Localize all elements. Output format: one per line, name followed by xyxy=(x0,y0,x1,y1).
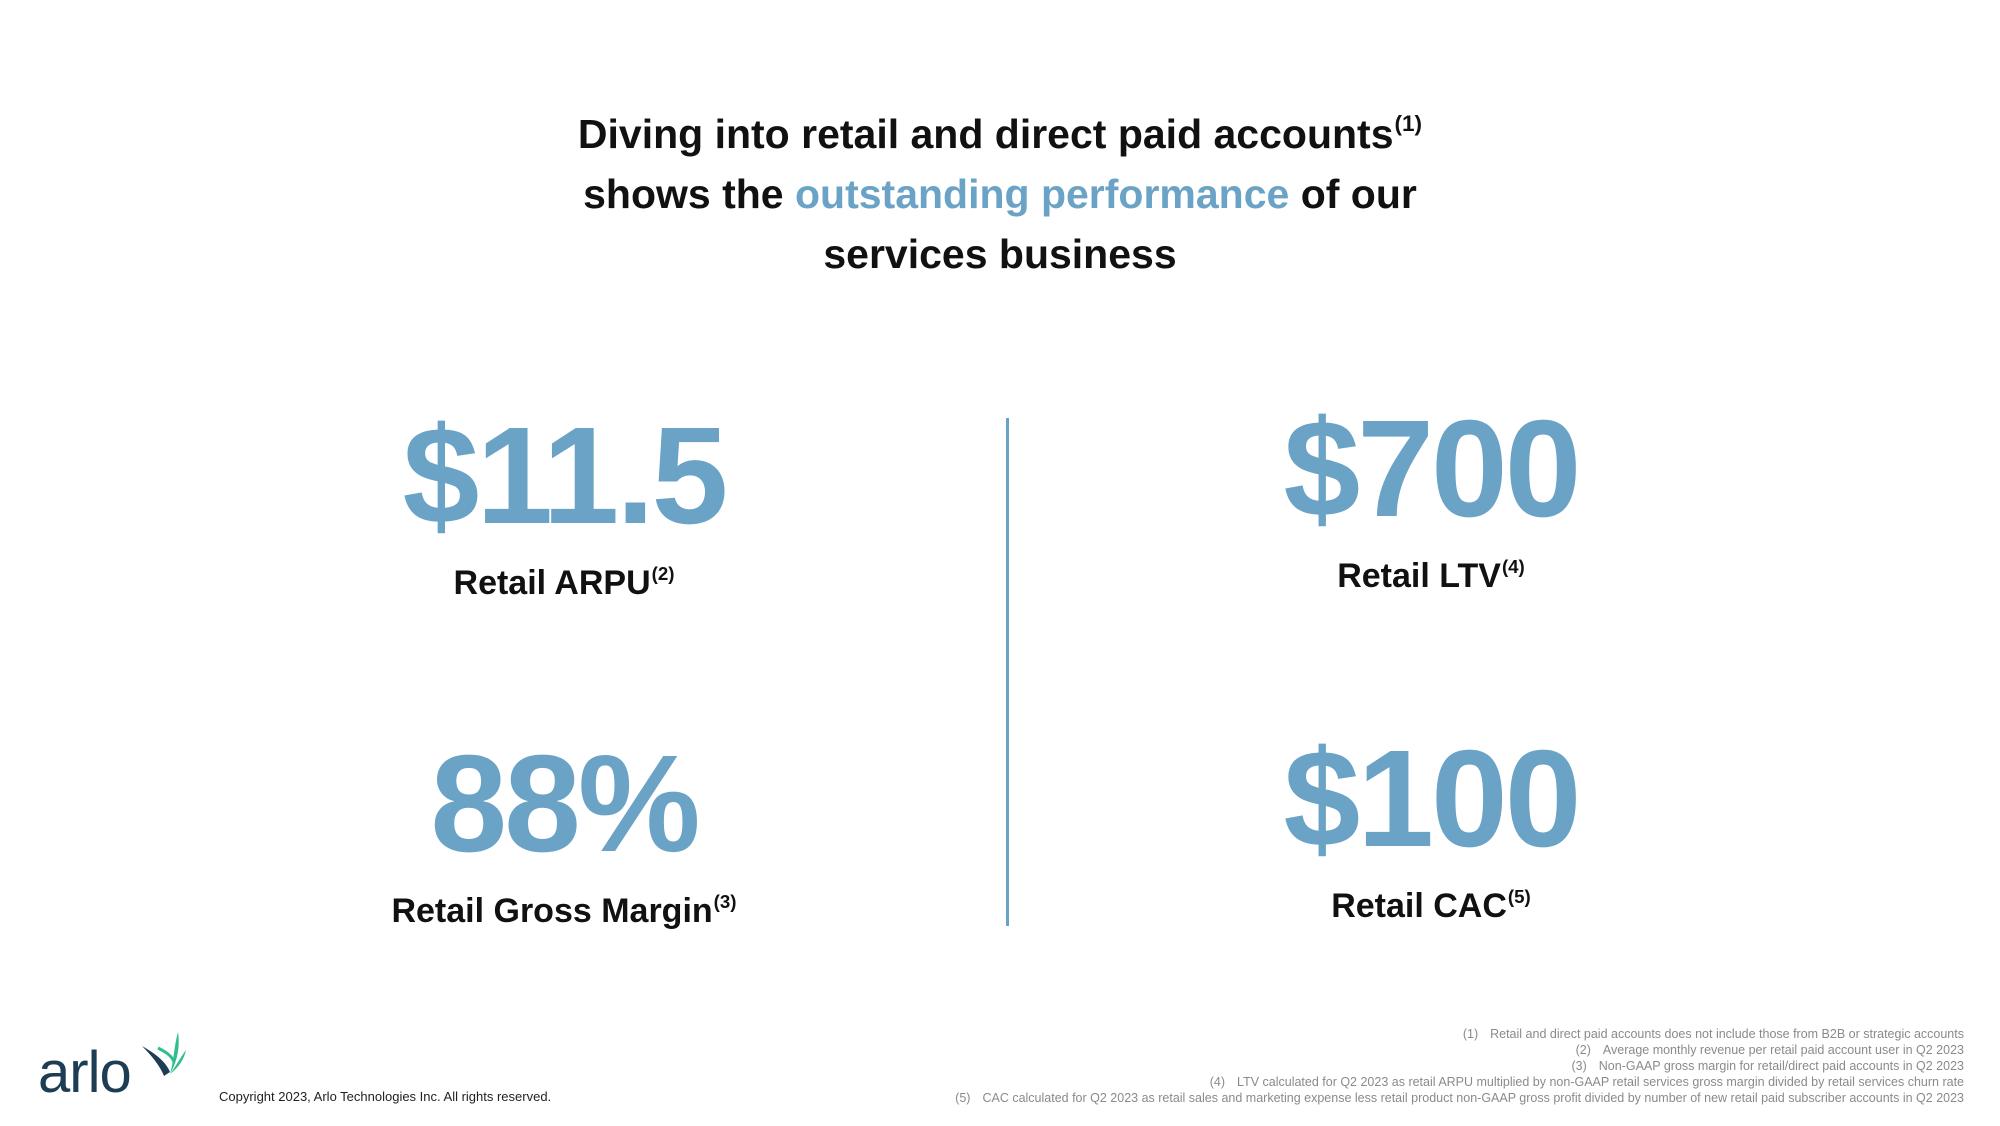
metric-retail-gross-margin: 88% Retail Gross Margin(3) xyxy=(214,735,914,931)
footnote-3: (3) Non-GAAP gross margin for retail/dire… xyxy=(955,1058,1964,1074)
metric-label-text: Retail CAC xyxy=(1331,887,1507,925)
footnote-5: (5) CAC calculated for Q2 2023 as retail … xyxy=(955,1090,1964,1106)
footnote-number: (3) xyxy=(1571,1059,1587,1073)
metric-label-text: Retail Gross Margin xyxy=(391,892,713,930)
footnote-text: Average monthly revenue per retail paid … xyxy=(1602,1043,1964,1057)
metric-label: Retail LTV(4) xyxy=(1081,556,1781,596)
footnote-text: LTV calculated for Q2 2023 as retail ARP… xyxy=(1237,1075,1964,1089)
metric-footnote-ref: (2) xyxy=(651,562,675,584)
logo-wordmark: arlo xyxy=(38,1040,131,1098)
footnote-text: Non-GAAP gross margin for retail/direct … xyxy=(1598,1059,1964,1073)
metric-footnote-ref: (3) xyxy=(713,890,737,912)
footnote-4: (4) LTV calculated for Q2 2023 as retail … xyxy=(955,1074,1964,1090)
metric-footnote-ref: (4) xyxy=(1501,555,1525,577)
footnote-number: (1) xyxy=(1462,1027,1479,1041)
metric-value: $700 xyxy=(1283,392,1582,546)
arlo-logo: arlo xyxy=(38,1028,198,1105)
footnote-number: (5) xyxy=(955,1091,971,1105)
metric-value: $11.5 xyxy=(402,399,729,553)
footnote-number: (4) xyxy=(1209,1075,1226,1089)
metric-label: Retail Gross Margin(3) xyxy=(214,891,914,931)
footnote-text: Retail and direct paid accounts does not… xyxy=(1490,1027,1964,1041)
copyright-text: Copyright 2023, Arlo Technologies Inc. A… xyxy=(219,1089,552,1104)
arlo-bird-logo-icon: arlo xyxy=(38,1032,186,1105)
headline-text-2a: shows the xyxy=(583,171,795,217)
metric-retail-ltv: $700 Retail LTV(4) xyxy=(1081,400,1781,596)
vertical-divider xyxy=(1006,418,1009,926)
metric-label: Retail CAC(5) xyxy=(1081,886,1781,926)
metric-label: Retail ARPU(2) xyxy=(214,563,914,603)
footnotes: (1) Retail and direct paid accounts does … xyxy=(955,1026,1964,1106)
footnote-text: CAC calculated for Q2 2023 as retail sal… xyxy=(982,1091,1964,1105)
footnote-1: (1) Retail and direct paid accounts does … xyxy=(955,1026,1964,1042)
metric-label-text: Retail LTV xyxy=(1337,557,1501,595)
metric-footnote-ref: (5) xyxy=(1507,885,1531,907)
headline-line-2: shows the outstanding performance of our xyxy=(0,164,2000,224)
headline-accent-text: outstanding performance xyxy=(795,171,1290,217)
metric-value: 88% xyxy=(430,727,700,881)
metric-label-text: Retail ARPU xyxy=(453,564,651,602)
footnote-number: (2) xyxy=(1575,1043,1591,1057)
headline-text-2b: of our xyxy=(1289,171,1417,217)
slide-headline: Diving into retail and direct paid accou… xyxy=(0,104,2000,284)
headline-footnote-ref: (1) xyxy=(1394,111,1423,137)
headline-line-1: Diving into retail and direct paid accou… xyxy=(0,104,2000,164)
headline-text-1: Diving into retail and direct paid accou… xyxy=(577,111,1394,157)
headline-line-3: services business xyxy=(823,231,1177,277)
metric-retail-cac: $100 Retail CAC(5) xyxy=(1081,730,1781,926)
footnote-2: (2) Average monthly revenue per retail pa… xyxy=(955,1042,1964,1058)
metric-retail-arpu: $11.5 Retail ARPU(2) xyxy=(214,407,914,603)
metric-value: $100 xyxy=(1283,722,1582,876)
